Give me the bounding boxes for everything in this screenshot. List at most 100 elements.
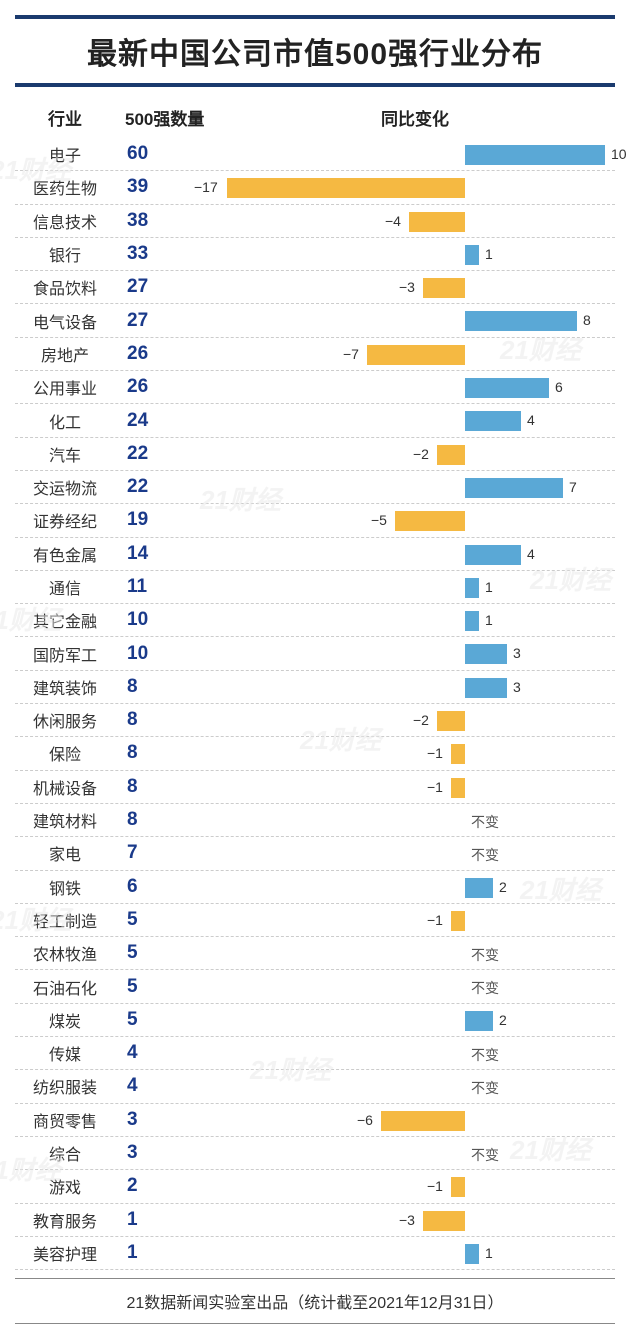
table-row: 汽车22−2 (15, 438, 615, 471)
table-row: 证券经纪19−5 (15, 504, 615, 537)
change-chart-cell: 7 (185, 471, 615, 503)
change-value-label: 10 (611, 146, 627, 162)
table-row: 美容护理11 (15, 1237, 615, 1270)
bar-positive (465, 644, 507, 664)
change-chart-cell: −5 (185, 504, 615, 536)
industry-label: 游戏 (15, 1174, 115, 1198)
industry-label: 其它金融 (15, 608, 115, 632)
bar-positive (465, 1011, 493, 1031)
bar-negative (451, 744, 465, 764)
count-value: 6 (115, 876, 185, 898)
count-value: 4 (115, 1075, 185, 1097)
change-chart-cell: 1 (185, 238, 615, 270)
bar-negative (381, 1111, 465, 1131)
industry-label: 建筑装饰 (15, 675, 115, 699)
table-row: 有色金属144 (15, 538, 615, 571)
industry-label: 商贸零售 (15, 1108, 115, 1132)
change-chart-cell: −3 (185, 271, 615, 303)
count-value: 5 (115, 1009, 185, 1031)
change-chart-cell: 3 (185, 637, 615, 669)
table-row: 公用事业266 (15, 371, 615, 404)
table-row: 综合3不变 (15, 1137, 615, 1170)
table-row: 银行33 1 (15, 238, 615, 271)
bar-negative (423, 1211, 465, 1231)
count-value: 3 (115, 1142, 185, 1164)
change-chart-cell: 不变 (185, 970, 615, 1002)
bar-negative (437, 711, 465, 731)
table-row: 食品饮料27−3 (15, 271, 615, 304)
table-row: 建筑装饰83 (15, 671, 615, 704)
change-value-label: −4 (385, 213, 401, 229)
count-value: 1 (115, 1242, 185, 1264)
data-rows: 电子6010医药生物39−17信息技术38−4银行331食品饮料27−3电气设备… (15, 138, 615, 1270)
nochange-label: 不变 (471, 845, 499, 865)
count-value: 8 (115, 676, 185, 698)
bar-positive (465, 378, 549, 398)
change-chart-cell: 不变 (185, 1137, 615, 1169)
table-row: 医药生物39 −17 (15, 171, 615, 204)
header-change: 同比变化 (215, 105, 615, 130)
count-value: 7 (115, 842, 185, 864)
nochange-label: 不变 (471, 1045, 499, 1065)
footer-source: 21数据新闻实验室出品（统计截至2021年12月31日） (15, 1278, 615, 1324)
industry-label: 保险 (15, 741, 115, 765)
count-value: 5 (115, 942, 185, 964)
change-value-label: 1 (485, 246, 493, 262)
bar-positive (465, 1244, 479, 1264)
count-value: 26 (115, 343, 185, 365)
industry-label: 家电 (15, 841, 115, 865)
change-value-label: 3 (513, 645, 521, 661)
column-headers: 行业 500强数量 同比变化 (15, 87, 615, 138)
industry-label: 银行 (15, 242, 115, 266)
industry-label: 食品饮料 (15, 275, 115, 299)
count-value: 33 (115, 243, 185, 265)
bar-positive (465, 411, 521, 431)
change-chart-cell: −1 (185, 737, 615, 769)
industry-label: 有色金属 (15, 542, 115, 566)
industry-label: 电气设备 (15, 309, 115, 333)
count-value: 10 (115, 609, 185, 631)
change-value-label: −1 (427, 912, 443, 928)
count-value: 27 (115, 276, 185, 298)
bar-positive (465, 611, 479, 631)
bar-negative (395, 511, 465, 531)
industry-label: 医药生物 (15, 175, 115, 199)
table-row: 交运物流227 (15, 471, 615, 504)
industry-label: 机械设备 (15, 775, 115, 799)
change-value-label: 2 (499, 1012, 507, 1028)
count-value: 10 (115, 643, 185, 665)
change-chart-cell: −1 (185, 1170, 615, 1202)
count-value: 19 (115, 509, 185, 531)
change-chart-cell: −2 (185, 438, 615, 470)
change-chart-cell: 10 (185, 138, 615, 170)
bar-positive (465, 878, 493, 898)
count-value: 38 (115, 210, 185, 232)
table-row: 游戏2−1 (15, 1170, 615, 1203)
count-value: 39 (115, 176, 185, 198)
table-row: 化工244 (15, 404, 615, 437)
table-row: 通信111 (15, 571, 615, 604)
table-row: 农林牧渔5不变 (15, 937, 615, 970)
change-chart-cell: 不变 (185, 837, 615, 869)
table-row: 轻工制造5−1 (15, 904, 615, 937)
change-chart-cell: 不变 (185, 937, 615, 969)
change-value-label: −17 (194, 179, 218, 195)
count-value: 60 (115, 143, 185, 165)
industry-label: 交运物流 (15, 475, 115, 499)
change-value-label: −1 (427, 745, 443, 761)
change-chart-cell: −3 (185, 1204, 615, 1236)
change-chart-cell: 不变 (185, 1037, 615, 1069)
industry-label: 石油石化 (15, 975, 115, 999)
bar-positive (465, 145, 605, 165)
change-value-label: 6 (555, 379, 563, 395)
header-count: 500强数量 (115, 105, 215, 130)
industry-label: 轻工制造 (15, 908, 115, 932)
header-industry: 行业 (15, 105, 115, 130)
table-row: 休闲服务8−2 (15, 704, 615, 737)
table-row: 机械设备8−1 (15, 771, 615, 804)
change-chart-cell: 8 (185, 304, 615, 336)
table-row: 电气设备278 (15, 304, 615, 337)
table-row: 建筑材料8不变 (15, 804, 615, 837)
count-value: 5 (115, 976, 185, 998)
industry-label: 美容护理 (15, 1241, 115, 1265)
